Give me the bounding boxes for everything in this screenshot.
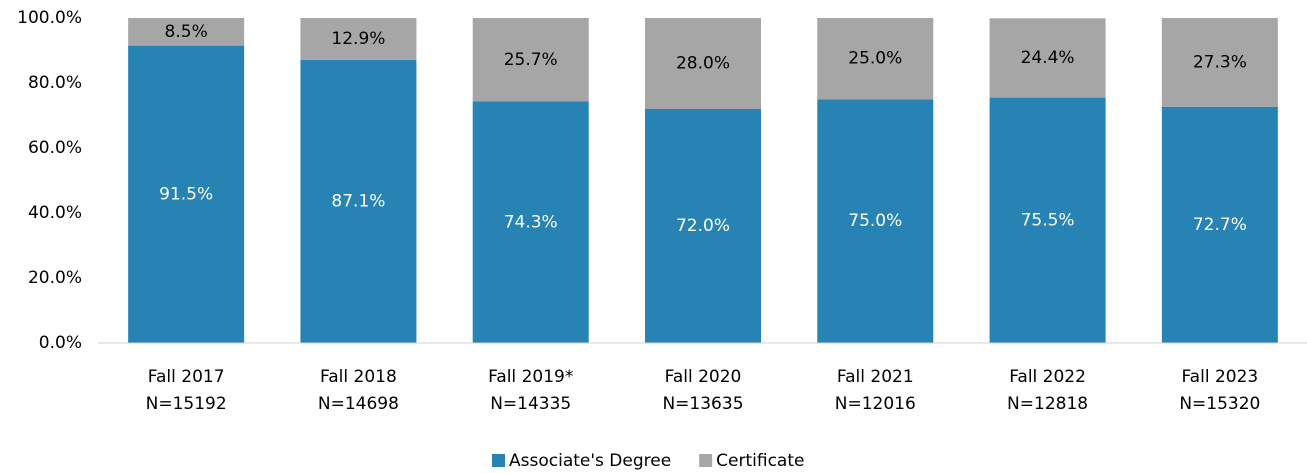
value-label: 74.3%	[504, 212, 558, 232]
value-label: 72.0%	[676, 216, 730, 236]
x-tick-label: N=12818	[1007, 394, 1088, 414]
x-tick-label: Fall 2018	[320, 367, 397, 387]
legend-label: Certificate	[716, 451, 804, 471]
bar-segment	[128, 18, 245, 46]
bar-segment	[300, 59, 417, 344]
x-tick-label: Fall 2022	[1009, 367, 1086, 387]
y-tick-label: 0.0%	[39, 333, 82, 353]
bar-segment	[472, 18, 589, 102]
x-tick-label: N=13635	[662, 394, 743, 414]
legend-swatch	[699, 454, 713, 467]
bar-segment	[300, 18, 417, 60]
value-label: 87.1%	[331, 191, 385, 211]
bar-segment	[645, 109, 761, 343]
y-tick-label: 40.0%	[28, 203, 82, 223]
x-tick-label: Fall 2021	[837, 367, 914, 387]
value-label: 75.5%	[1021, 210, 1075, 230]
x-tick-label: N=14335	[490, 394, 571, 414]
bar-segment	[989, 18, 1106, 98]
bar-segment	[645, 18, 761, 109]
bar-segment	[1161, 18, 1278, 107]
x-tick-label: Fall 2017	[148, 367, 225, 387]
x-tick-label: Fall 2023	[1181, 367, 1258, 387]
value-label: 8.5%	[165, 22, 208, 42]
value-label: 28.0%	[676, 54, 730, 74]
value-label: 25.0%	[848, 49, 902, 69]
x-tick-label: Fall 2019*	[488, 367, 573, 387]
y-tick-label: 80.0%	[28, 73, 82, 93]
y-tick-label: 100.0%	[17, 8, 82, 28]
x-tick-label: Fall 2020	[665, 367, 742, 387]
value-label: 91.5%	[159, 184, 213, 204]
value-label: 25.7%	[504, 50, 558, 70]
bar-segment	[989, 97, 1106, 343]
bar-segment	[817, 99, 934, 343]
bar-segment	[817, 18, 934, 100]
value-label: 75.0%	[848, 211, 902, 231]
value-label: 12.9%	[331, 29, 385, 49]
y-tick-label: 20.0%	[28, 268, 82, 288]
bar-segment	[1161, 106, 1278, 343]
x-tick-label: N=15192	[146, 394, 227, 414]
legend-swatch	[492, 454, 505, 467]
value-label: 27.3%	[1193, 52, 1247, 72]
x-tick-label: N=15320	[1179, 394, 1260, 414]
x-tick-label: N=12016	[835, 394, 916, 414]
value-label: 72.7%	[1193, 215, 1247, 235]
legend-label: Associate's Degree	[509, 451, 671, 471]
value-label: 24.4%	[1021, 48, 1075, 68]
bar-segment	[472, 101, 589, 344]
x-tick-label: N=14698	[318, 394, 399, 414]
y-tick-label: 60.0%	[28, 138, 82, 158]
bar-segment	[128, 45, 245, 343]
